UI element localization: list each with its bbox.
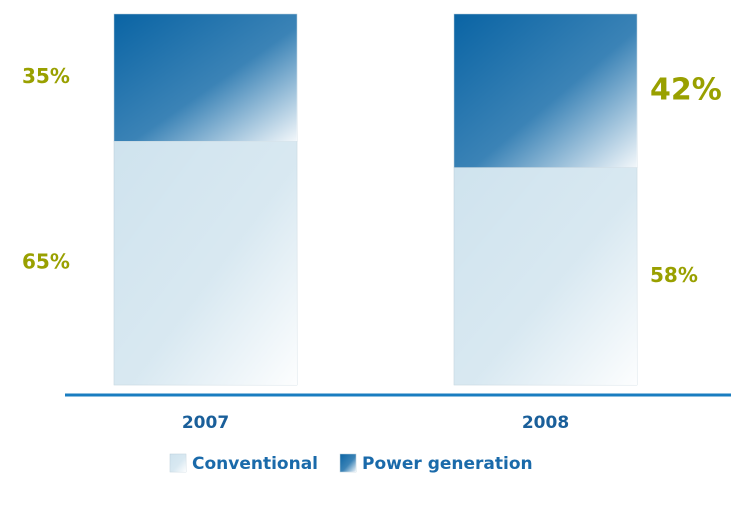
bar-segment: [453, 167, 638, 386]
data-label: 35%: [22, 64, 70, 88]
x-tick-label: 2007: [182, 413, 229, 433]
legend-shine: [340, 454, 357, 472]
bar-segment: [113, 141, 298, 386]
data-label: 65%: [22, 250, 70, 274]
legend-label: Power generation: [362, 454, 533, 474]
x-tick-label: 2008: [522, 413, 569, 433]
data-label: 58%: [650, 263, 698, 287]
legend-label: Conventional: [192, 454, 318, 474]
bar-segment: [113, 13, 298, 142]
bar-segment: [453, 13, 638, 168]
data-label: 42%: [650, 72, 722, 107]
legend-shine: [170, 454, 186, 472]
